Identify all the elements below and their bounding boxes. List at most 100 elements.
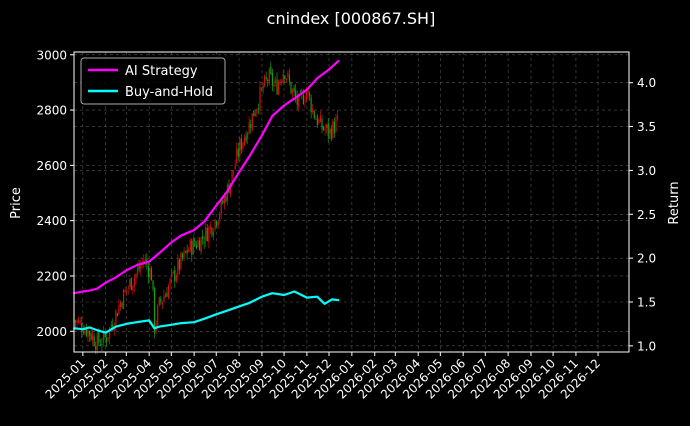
candle-body bbox=[107, 337, 109, 340]
y-tick-label: 2200 bbox=[36, 269, 67, 283]
candle-body bbox=[296, 95, 298, 105]
candle-body bbox=[242, 142, 244, 149]
candle-body bbox=[158, 297, 160, 306]
candle-body bbox=[284, 75, 286, 80]
candle-body bbox=[135, 273, 137, 279]
candle-body bbox=[211, 227, 213, 236]
series-point bbox=[283, 104, 285, 107]
candle-body bbox=[127, 287, 129, 289]
candle-body bbox=[113, 326, 115, 332]
candle-body bbox=[93, 336, 95, 346]
y2-tick-label: 1.5 bbox=[637, 296, 656, 310]
y2-tick-label: 4.0 bbox=[637, 76, 656, 90]
series-point bbox=[248, 155, 251, 158]
candle-body bbox=[287, 73, 289, 77]
series-point bbox=[170, 323, 173, 326]
candle-body bbox=[335, 118, 337, 132]
candle-body bbox=[274, 80, 277, 83]
candle-body bbox=[195, 244, 198, 249]
series-point bbox=[331, 298, 333, 301]
candle-body bbox=[276, 79, 278, 95]
candle-body bbox=[316, 116, 318, 126]
series-point bbox=[215, 204, 218, 207]
candle-body bbox=[167, 285, 170, 298]
candle-body bbox=[172, 271, 174, 274]
candle-body bbox=[225, 195, 227, 202]
candle-body bbox=[118, 304, 120, 315]
candle-body bbox=[198, 240, 201, 251]
candle-body bbox=[307, 90, 309, 94]
candle-body bbox=[326, 124, 328, 129]
candle-body bbox=[268, 69, 270, 84]
candle-body bbox=[295, 90, 297, 98]
candle-body bbox=[327, 122, 329, 136]
candle-body bbox=[197, 240, 199, 248]
series-point bbox=[81, 290, 84, 293]
series-point bbox=[148, 260, 151, 263]
candle-body bbox=[160, 298, 162, 302]
series-point bbox=[203, 317, 206, 320]
candle-body bbox=[189, 239, 191, 251]
candle-body bbox=[192, 239, 194, 255]
candle-body bbox=[267, 79, 269, 81]
candle-body bbox=[150, 268, 153, 281]
candle-body bbox=[251, 113, 253, 131]
candle-body bbox=[264, 76, 266, 87]
candle-body bbox=[164, 294, 167, 298]
series-point bbox=[293, 97, 296, 100]
candle-body bbox=[154, 288, 156, 334]
candle-body bbox=[315, 119, 317, 121]
candle-body bbox=[90, 333, 92, 340]
candle-body bbox=[312, 108, 314, 113]
candle-body bbox=[288, 75, 291, 82]
candle-body bbox=[185, 251, 187, 253]
candle-body bbox=[132, 285, 134, 291]
series-point bbox=[328, 68, 330, 71]
candle-body bbox=[219, 214, 221, 221]
legend-label-ai-strategy: AI Strategy bbox=[125, 64, 198, 79]
candle-body bbox=[236, 148, 238, 164]
candle-body bbox=[247, 133, 249, 140]
legend: AI Strategy Buy-and-Hold bbox=[80, 57, 226, 105]
series-point bbox=[215, 313, 218, 316]
candle-body bbox=[223, 195, 225, 204]
candle-body bbox=[84, 329, 86, 334]
candle-body bbox=[279, 80, 281, 84]
candle-body bbox=[259, 87, 261, 111]
candle-body bbox=[136, 268, 139, 274]
series-point bbox=[271, 115, 274, 117]
candle-body bbox=[82, 331, 84, 334]
candle-body bbox=[79, 320, 81, 322]
candle-body bbox=[212, 231, 215, 237]
candle-body bbox=[95, 346, 97, 350]
candle-body bbox=[161, 301, 163, 305]
candle-body bbox=[152, 280, 154, 289]
candle-body bbox=[271, 72, 273, 86]
candle-body bbox=[76, 320, 78, 323]
series-point bbox=[203, 220, 206, 223]
candle-body bbox=[278, 82, 280, 95]
candle-body bbox=[92, 334, 94, 341]
candle-body bbox=[245, 135, 247, 142]
candle-body bbox=[124, 289, 126, 293]
candle-body bbox=[138, 265, 140, 270]
candle-body bbox=[110, 325, 112, 327]
candle-body bbox=[309, 92, 311, 97]
series-point bbox=[238, 305, 240, 308]
series-point bbox=[238, 171, 240, 174]
series-point bbox=[153, 327, 156, 330]
candle-body bbox=[254, 113, 256, 116]
series-point bbox=[261, 295, 263, 298]
candle-body bbox=[126, 289, 128, 291]
candle-body bbox=[119, 302, 122, 308]
candle-body bbox=[239, 139, 241, 157]
candle-body bbox=[74, 320, 77, 323]
series-point bbox=[135, 321, 138, 324]
candle-body bbox=[222, 200, 224, 204]
series-point bbox=[306, 296, 308, 299]
y-tick-label: 2600 bbox=[36, 159, 67, 173]
candle-body bbox=[229, 182, 232, 195]
series-line-buy-and-hold bbox=[73, 290, 339, 334]
candle-body bbox=[233, 170, 235, 172]
